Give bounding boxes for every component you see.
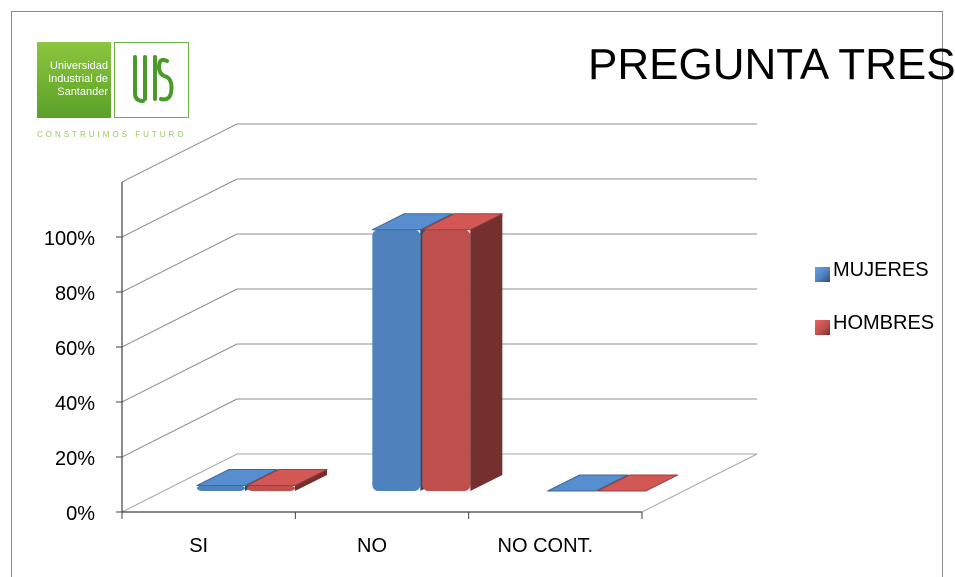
logo-name-line-1: Universidad: [49, 60, 108, 72]
y-tick-label: 40%: [55, 393, 95, 415]
bar-top-face: [196, 469, 278, 486]
bar-side-face: [470, 213, 503, 491]
bar-top-face: [597, 474, 679, 492]
y-tick-label: 80%: [55, 283, 95, 305]
gridline-side: [121, 343, 238, 403]
gridline-side: [121, 288, 238, 348]
bar-top-face: [547, 474, 629, 492]
x-category-label: SI: [189, 535, 208, 557]
bar-front-face: [247, 485, 295, 491]
bar-front-face: [422, 229, 471, 491]
uis-emblem-icon: [133, 55, 174, 103]
x-category-label: NO CONT.: [498, 535, 594, 557]
gridline-side-top: [121, 123, 238, 183]
gridline-side: [121, 398, 238, 458]
gridline-side: [121, 178, 238, 238]
chart-title: PREGUNTA TRES: [588, 40, 955, 89]
chart-bars: [196, 213, 679, 492]
logo-name-line-2: Industrial de: [48, 73, 108, 85]
bar-top-face: [371, 213, 453, 231]
logo-emblem: [114, 42, 189, 118]
logo-tagline: CONSTRUIMOS FUTURO: [37, 130, 187, 139]
x-axis-categories: SI NO NO CONT.: [189, 535, 593, 557]
x-category-label: NO: [357, 535, 387, 557]
chart-frame: [11, 11, 943, 577]
y-tick-label: 20%: [55, 448, 95, 470]
y-tick-label: 0%: [66, 503, 95, 525]
legend-swatch-mujeres: [815, 267, 830, 282]
legend-label-mujeres: MUJERES: [833, 259, 929, 281]
bar-top-face: [421, 213, 503, 231]
logo-name-line-3: Santander: [57, 86, 108, 98]
bar-top-face: [246, 469, 328, 486]
y-tick-label: 60%: [55, 338, 95, 360]
gridline-side: [121, 233, 238, 293]
bar-hombres-no: [421, 213, 503, 491]
logo-green-panel: Universidad Industrial de Santander: [37, 42, 111, 118]
legend-swatch-hombres: [815, 320, 830, 335]
university-logo: Universidad Industrial de Santander CONS…: [37, 42, 197, 142]
y-tick-label: 100%: [44, 228, 95, 250]
bar-side-face: [295, 469, 327, 491]
bar-front-face: [372, 229, 421, 491]
bar-hombres-no-cont-: [597, 474, 679, 492]
logo-university-name: Universidad Industrial de Santander: [40, 60, 108, 99]
bar-hombres-si: [246, 469, 328, 491]
bar-mujeres-no-cont-: [547, 474, 629, 492]
bar-front-face: [197, 485, 245, 491]
legend-label-hombres: HOMBRES: [833, 312, 935, 334]
y-axis-ticks: 0% 20% 40% 60% 80% 100%: [44, 228, 122, 525]
